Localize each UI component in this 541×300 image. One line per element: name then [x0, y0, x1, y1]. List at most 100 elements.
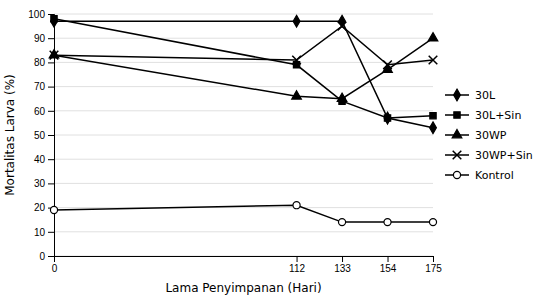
- axis-line: [55, 257, 434, 263]
- legend: 30L 30L+Sin 30WP 30WP+Sin Kontrol: [445, 89, 533, 182]
- legend-marker: [453, 151, 462, 160]
- x-axis: 0 112 133 154 175: [52, 256, 443, 274]
- y-axis-title: Mortalitas Larva (%): [3, 74, 17, 196]
- point: [293, 202, 300, 209]
- tick-mark: [48, 232, 54, 233]
- point: [292, 56, 301, 65]
- tick-mark: [433, 256, 434, 262]
- point: [51, 16, 57, 22]
- tick: 0: [52, 256, 58, 274]
- grid-line: [54, 183, 433, 184]
- tick-label: 154: [380, 263, 397, 274]
- legend-marker: [453, 171, 460, 178]
- legend-item: 30L+Sin: [445, 109, 521, 122]
- series-line: [54, 26, 433, 65]
- tick-label: 20: [34, 202, 46, 213]
- point: [384, 219, 391, 226]
- tick: 40: [34, 154, 54, 165]
- grid-line: [54, 231, 433, 232]
- tick-label: 80: [34, 57, 46, 68]
- tick-label: 10: [34, 227, 46, 238]
- tick-mark: [48, 38, 54, 39]
- tick-label: 30: [34, 178, 46, 189]
- point: [429, 56, 438, 65]
- point: [292, 91, 302, 99]
- x-axis-title: Lama Penyimpanan (Hari): [165, 281, 321, 295]
- tick: 100: [28, 9, 54, 20]
- tick-mark: [48, 183, 54, 184]
- tick: 112: [289, 256, 305, 274]
- tick-mark: [48, 159, 54, 160]
- grid-line: [54, 14, 433, 15]
- legend-marker: [454, 112, 460, 118]
- tick-mark: [48, 14, 54, 15]
- tick-mark: [48, 87, 54, 88]
- tick: 10: [34, 227, 54, 238]
- legend-item: 30WP: [445, 129, 507, 142]
- tick-label: 0: [39, 251, 45, 262]
- grid-line: [54, 110, 433, 111]
- legend-marker: [454, 89, 461, 101]
- point: [428, 33, 438, 41]
- point: [384, 112, 391, 124]
- point: [338, 219, 345, 226]
- legend-item: 30L: [445, 89, 496, 102]
- tick: 70: [34, 81, 54, 92]
- points: [49, 15, 438, 225]
- tick-label: 0: [52, 263, 58, 274]
- chart: 0 112 133 154 175 0 10 20 30 40 50 60 70 80 90 100 Lama …: [0, 0, 541, 300]
- tick: 50: [34, 130, 54, 141]
- tick-label: 70: [34, 81, 46, 92]
- legend-marker: [452, 129, 462, 137]
- point: [383, 61, 392, 70]
- series-line: [54, 19, 433, 118]
- point: [293, 15, 300, 27]
- tick: 0: [39, 251, 54, 262]
- tick-label: 175: [425, 263, 442, 274]
- point: [50, 206, 57, 213]
- series-line: [54, 38, 433, 98]
- grid-line: [54, 159, 433, 160]
- series-line: [54, 21, 433, 127]
- point: [384, 115, 390, 121]
- point: [337, 93, 347, 101]
- point: [338, 22, 347, 31]
- grid-line: [54, 62, 433, 63]
- tick-label: 100: [28, 9, 45, 20]
- legend-item: 30WP+Sin: [445, 149, 533, 162]
- legend-item: Kontrol: [445, 169, 514, 182]
- tick: 175: [425, 256, 442, 274]
- legend-label: 30WP+Sin: [475, 149, 533, 162]
- tick-label: 50: [34, 130, 46, 141]
- legend-label: 30WP: [475, 129, 507, 142]
- tick-label: 112: [289, 263, 305, 274]
- legend-label: 30L: [475, 89, 496, 102]
- grid-line: [54, 135, 433, 136]
- legend-label: 30L+Sin: [475, 109, 521, 122]
- point: [430, 112, 436, 118]
- tick-label: 90: [34, 33, 46, 44]
- grid-line: [54, 207, 433, 208]
- point: [430, 122, 437, 134]
- legend-label: Kontrol: [475, 169, 514, 182]
- tick-label: 60: [34, 106, 46, 117]
- tick-mark: [388, 256, 389, 262]
- lines: [54, 19, 433, 222]
- tick: 90: [34, 33, 54, 44]
- tick: 133: [334, 256, 351, 274]
- tick-label: 133: [334, 263, 351, 274]
- point: [50, 51, 59, 60]
- tick: 154: [380, 256, 397, 274]
- grid: [54, 14, 433, 256]
- tick-mark: [48, 256, 54, 257]
- plot: 0 112 133 154 175 0 10 20 30 40 50 60 70 80 90 100: [28, 9, 442, 274]
- grid-line: [54, 38, 433, 39]
- point: [429, 219, 436, 226]
- tick-mark: [342, 256, 343, 262]
- tick-mark: [48, 135, 54, 136]
- tick-label: 40: [34, 154, 46, 165]
- tick-mark: [48, 111, 54, 112]
- tick: 30: [34, 178, 54, 189]
- y-axis: 0 10 20 30 40 50 60 70 80 90 100: [28, 9, 54, 262]
- tick-mark: [297, 256, 298, 262]
